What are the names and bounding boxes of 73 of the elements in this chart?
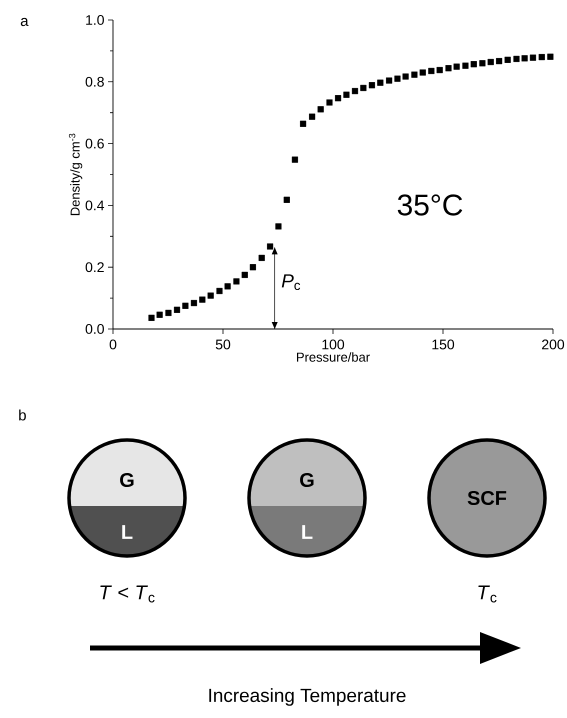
- point: [275, 223, 282, 230]
- point: [513, 56, 520, 62]
- text: SCF: [468, 490, 506, 506]
- y-axis-title: Density/g cm$^{-3}$: [68, 134, 82, 216]
- point: [233, 278, 240, 285]
- point: [250, 264, 256, 270]
- point: [504, 56, 511, 63]
- x-tick-label: 150: [432, 340, 454, 350]
- point: [470, 61, 477, 68]
- point: [156, 312, 163, 318]
- point: [386, 77, 392, 84]
- point: [428, 68, 434, 74]
- point: [488, 58, 494, 66]
- point: [182, 302, 188, 309]
- point: [420, 69, 426, 76]
- point: [292, 156, 298, 163]
- point: [402, 73, 409, 80]
- point: [208, 292, 214, 299]
- x-tick-label: 200: [542, 340, 564, 350]
- point: [343, 92, 350, 98]
- text: L: [302, 525, 312, 539]
- y-tick-label: 0.2: [86, 262, 104, 272]
- x-tick-label: 50: [216, 340, 230, 350]
- point: [454, 64, 460, 70]
- point: [174, 306, 180, 313]
- point: [436, 66, 443, 74]
- point: [148, 314, 155, 321]
- point: [242, 272, 248, 278]
- point: [224, 283, 231, 290]
- point: [165, 310, 172, 316]
- point: [547, 54, 554, 60]
- text: L: [122, 525, 132, 539]
- point: [199, 296, 206, 303]
- text: Increasing Temperature: [209, 688, 406, 706]
- point: [352, 88, 358, 94]
- point: [462, 62, 469, 69]
- point: [334, 95, 342, 102]
- ref-line-label: P$_{c}$: [282, 274, 300, 290]
- text: T$_{c}$: [478, 586, 497, 602]
- text: T < T$_{c}$: [100, 586, 155, 602]
- point: [258, 254, 265, 262]
- point: [445, 65, 452, 72]
- x-tick-label: 100: [322, 340, 344, 350]
- y-tick-label: 0.0: [86, 324, 104, 334]
- text: a: [20, 18, 29, 26]
- text: b: [19, 410, 26, 420]
- point: [394, 76, 401, 82]
- y-tick-label: 1.0: [86, 15, 104, 25]
- point: [522, 55, 528, 62]
- point: [190, 300, 198, 306]
- x-tick-label: 0: [110, 340, 116, 350]
- point: [496, 58, 502, 64]
- point: [266, 243, 274, 250]
- point: [538, 54, 545, 60]
- point: [360, 84, 366, 92]
- point: [479, 60, 486, 66]
- point: [284, 196, 290, 203]
- point: [326, 99, 333, 106]
- x-axis-title: Pressure/bar: [296, 352, 370, 362]
- point: [216, 288, 223, 294]
- y-tick-label: 0.8: [86, 76, 104, 87]
- text: G: [120, 472, 134, 488]
- point: [318, 106, 324, 112]
- point: [309, 114, 316, 120]
- point: [377, 80, 384, 86]
- annotation: 35°C: [398, 194, 462, 216]
- y-tick-label: 0.6: [86, 138, 104, 149]
- y-tick-label: 0.4: [86, 200, 104, 210]
- point: [530, 54, 536, 61]
- text: G: [300, 472, 314, 488]
- point: [411, 72, 418, 78]
- point: [300, 120, 306, 127]
- point: [368, 82, 376, 88]
